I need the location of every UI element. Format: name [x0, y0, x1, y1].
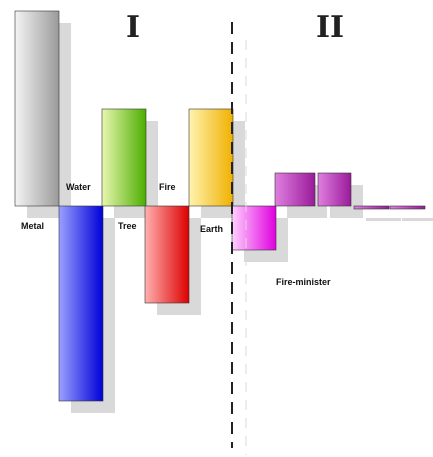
bar-shadow-minor-9: [402, 218, 433, 221]
bar-minor-7: [317, 172, 352, 207]
bar-minor-6: [274, 172, 316, 207]
bar-earth: [188, 108, 234, 207]
section-label-2: II: [316, 10, 344, 45]
category-label-earth: Earth: [200, 224, 223, 234]
category-label-fire: Fire: [159, 182, 176, 192]
bar-minor-9: [389, 205, 426, 210]
bar-fire-minister: [231, 205, 277, 251]
bar-fire: [144, 205, 190, 304]
category-label-metal: Metal: [21, 221, 44, 231]
bar-shadow-minor-8: [366, 218, 401, 221]
bars: [14, 10, 426, 402]
bar-minor-8: [353, 205, 390, 210]
category-labels: Metal Water Tree Fire Earth Fire-minister: [21, 182, 331, 287]
category-label-water: Water: [66, 182, 91, 192]
bar-tree: [101, 108, 147, 207]
category-label-tree: Tree: [118, 221, 137, 231]
section-label-1: I: [126, 10, 140, 45]
bar-water: [58, 205, 104, 402]
category-label-fire-minister: Fire-minister: [276, 277, 331, 287]
bar-metal: [14, 10, 60, 207]
